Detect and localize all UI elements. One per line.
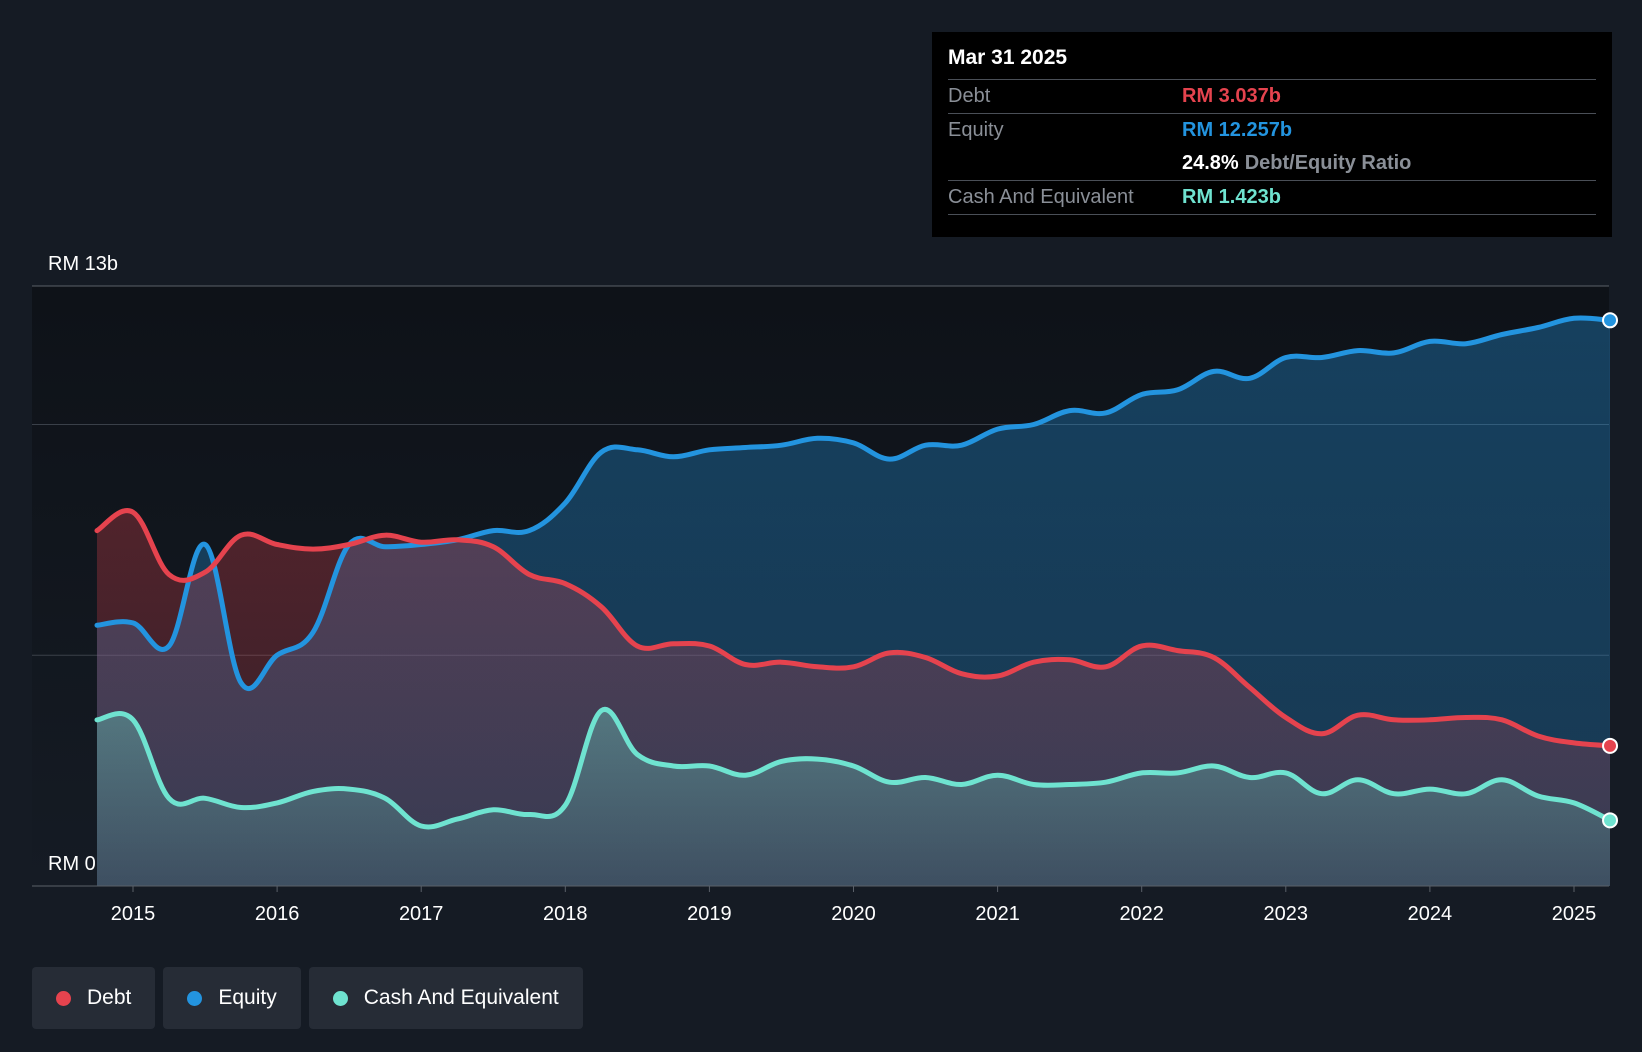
y-axis-min-label: RM 0 bbox=[48, 853, 96, 875]
legend-label-equity: Equity bbox=[218, 986, 277, 1009]
legend-dot-equity-icon bbox=[187, 990, 203, 1006]
x-tick-label: 2024 bbox=[1408, 903, 1453, 925]
tooltip-date: Mar 31 2025 bbox=[948, 46, 1596, 80]
debt-line bbox=[94, 508, 1613, 749]
x-tick-label: 2020 bbox=[831, 903, 876, 925]
cash-end-marker bbox=[1602, 812, 1619, 829]
cash-area bbox=[96, 709, 1611, 886]
x-tick-label: 2022 bbox=[1119, 903, 1164, 925]
tooltip-debt-value: RM 3.037b bbox=[1182, 85, 1281, 107]
tooltip-row-debt: Debt RM 3.037b bbox=[948, 80, 1596, 114]
legend-item-equity[interactable]: Equity bbox=[163, 967, 301, 1029]
x-tick-label: 2015 bbox=[111, 903, 156, 925]
tooltip-row-ratio: 24.8% Debt/Equity Ratio bbox=[948, 147, 1596, 181]
tooltip-row-equity: Equity RM 12.257b bbox=[948, 114, 1596, 147]
tooltip-equity-label: Equity bbox=[948, 119, 1004, 141]
x-tick-label: 2021 bbox=[975, 903, 1020, 925]
y-axis-max-label: RM 13b bbox=[48, 253, 118, 275]
x-tick-label: 2023 bbox=[1264, 903, 1309, 925]
x-tick-label: 2017 bbox=[399, 903, 444, 925]
tooltip-cash-value: RM 1.423b bbox=[1182, 186, 1281, 208]
legend-item-debt[interactable]: Debt bbox=[32, 967, 156, 1029]
x-tick-label: 2025 bbox=[1552, 903, 1597, 925]
debt-end-marker bbox=[1602, 737, 1619, 754]
legend-dot-cash-icon bbox=[332, 990, 348, 1006]
legend-item-cash[interactable]: Cash And Equivalent bbox=[308, 967, 583, 1029]
tooltip-row-cash: Cash And Equivalent RM 1.423b bbox=[948, 181, 1596, 215]
tooltip-debt-label: Debt bbox=[948, 85, 991, 107]
x-tick-label: 2018 bbox=[543, 903, 588, 925]
x-tick-label: 2016 bbox=[255, 903, 300, 925]
chart-legend: Debt Equity Cash And Equivalent bbox=[32, 967, 583, 1029]
tooltip-ratio-label: Debt/Equity Ratio bbox=[1244, 152, 1412, 174]
tooltip-cash-label: Cash And Equivalent bbox=[948, 186, 1134, 208]
equity-end-marker bbox=[1602, 312, 1619, 329]
legend-label-cash: Cash And Equivalent bbox=[363, 986, 559, 1009]
legend-label-debt: Debt bbox=[87, 986, 132, 1009]
x-tick-label: 2019 bbox=[687, 903, 732, 925]
cash-line bbox=[94, 706, 1613, 830]
legend-dot-debt-icon bbox=[56, 990, 71, 1006]
tooltip-equity-value: RM 12.257b bbox=[1182, 119, 1293, 141]
data-tooltip: Mar 31 2025 Debt RM 3.037b Equity RM 12.… bbox=[932, 32, 1612, 237]
equity-line bbox=[94, 315, 1613, 692]
tooltip-ratio-value: 24.8% bbox=[1182, 152, 1239, 174]
